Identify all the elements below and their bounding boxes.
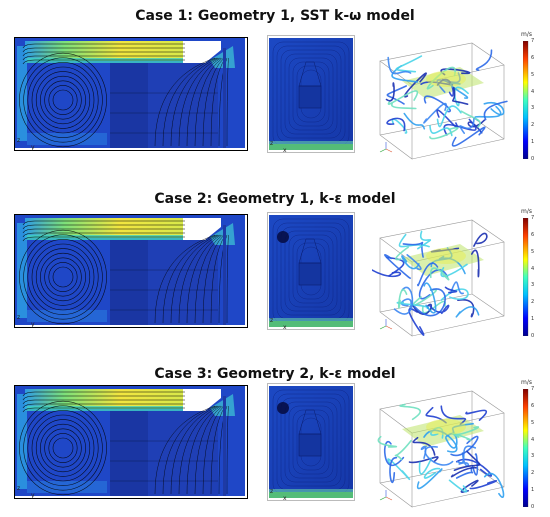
case-1-colorbar-tick: 5 bbox=[531, 71, 535, 78]
case-2-side-velocity-field bbox=[15, 215, 245, 325]
case-2-3d-streamlines bbox=[368, 216, 512, 340]
case-3-side-axis-y: y bbox=[31, 492, 35, 499]
case-1-front-view bbox=[267, 35, 355, 153]
case-3-3d-streamline-plot bbox=[377, 390, 505, 508]
case-1-side-view bbox=[14, 37, 248, 151]
case-3-front-view bbox=[267, 383, 355, 501]
case-3-front-axis-z: z bbox=[270, 488, 274, 495]
case-2-front-velocity-field bbox=[269, 215, 353, 327]
case-3-colorbar-tick: 0 bbox=[531, 504, 535, 510]
case-1-colorbar-tick: 4 bbox=[531, 88, 535, 95]
case-1-colorbar-tick: 7 bbox=[531, 38, 535, 44]
case-2-colorbar-tick: 1 bbox=[531, 316, 535, 323]
case-2-colorbar-tick: 3 bbox=[531, 282, 535, 289]
case-1-3d-streamlines bbox=[372, 39, 512, 163]
case-2-colorbar-tick: 0 bbox=[531, 333, 535, 339]
case-3-colorbar-tick: 1 bbox=[531, 487, 535, 494]
case-2-front-view bbox=[267, 212, 355, 330]
case-1-colorbar-tick: 6 bbox=[531, 54, 535, 61]
case-3-colorbar-tick: 6 bbox=[531, 402, 535, 409]
case-3-title: Case 3: Geometry 2, k-ε model bbox=[154, 366, 396, 382]
case-2-3d-streamline-plot bbox=[368, 219, 505, 337]
case-1-colorbar-tick: 1 bbox=[531, 139, 535, 146]
case-3-colorbar-unit: m/s bbox=[521, 379, 532, 386]
case-2-side-axis-z: z bbox=[17, 314, 21, 321]
case-2-colorbar-scale bbox=[523, 218, 529, 336]
case-1-front-axis-z: z bbox=[270, 140, 274, 147]
case-2-colorbar: m/s 0 1 2 3 4 5 6 7 bbox=[519, 208, 549, 344]
case-1-colorbar-scale bbox=[523, 41, 529, 159]
case-1-colorbar-tick: 3 bbox=[531, 105, 535, 112]
case-1-front-axis-x: x bbox=[283, 147, 287, 154]
case-1-colorbar-tick: 0 bbox=[531, 156, 535, 162]
case-2-colorbar-unit: m/s bbox=[521, 208, 532, 215]
case-2-front-axis-x: x bbox=[283, 324, 287, 331]
case-1-side-axis-y: y bbox=[31, 144, 35, 151]
case-2-colorbar-tick: 4 bbox=[531, 265, 535, 272]
case-1-colorbar-tick: 2 bbox=[531, 122, 535, 129]
case-3-colorbar-tick: 5 bbox=[531, 419, 535, 426]
case-1-front-velocity-field bbox=[269, 38, 353, 150]
case-3-front-axis-x: x bbox=[283, 495, 287, 502]
case-2-colorbar-tick: 6 bbox=[531, 231, 535, 238]
case-1-side-velocity-field bbox=[15, 38, 245, 148]
case-3-front-velocity-field bbox=[269, 386, 353, 498]
case-3-3d-streamlines bbox=[372, 387, 512, 511]
case-3-side-velocity-field bbox=[15, 386, 245, 496]
case-2-colorbar-tick: 2 bbox=[531, 299, 535, 306]
case-1-side-axis-z: z bbox=[17, 137, 21, 144]
case-2-front-axis-z: z bbox=[270, 317, 274, 324]
case-3-colorbar-tick: 3 bbox=[531, 453, 535, 460]
case-3-colorbar: m/s 0 1 2 3 4 5 6 7 bbox=[519, 379, 549, 515]
case-3-side-axis-z: z bbox=[17, 485, 21, 492]
case-2-title: Case 2: Geometry 1, k-ε model bbox=[154, 191, 396, 207]
case-3-colorbar-scale bbox=[523, 389, 529, 507]
case-2-side-view bbox=[14, 214, 248, 328]
case-3-colorbar-tick: 2 bbox=[531, 470, 535, 477]
case-1-colorbar: m/s 0 1 2 3 4 5 6 7 bbox=[519, 31, 549, 167]
case-2-colorbar-tick: 5 bbox=[531, 248, 535, 255]
case-1-title: Case 1: Geometry 1, SST k-ω model bbox=[135, 8, 415, 24]
case-3-side-view bbox=[14, 385, 248, 499]
case-1-colorbar-unit: m/s bbox=[521, 31, 532, 38]
case-2-side-axis-y: y bbox=[31, 321, 35, 328]
case-3-colorbar-tick: 7 bbox=[531, 386, 535, 392]
case-3-colorbar-tick: 4 bbox=[531, 436, 535, 443]
case-2-colorbar-tick: 7 bbox=[531, 215, 535, 221]
case-1-3d-streamline-plot bbox=[379, 42, 508, 160]
